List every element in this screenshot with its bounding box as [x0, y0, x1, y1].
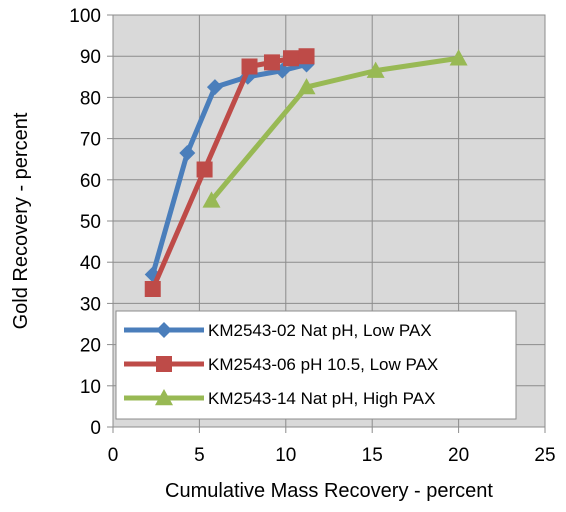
legend: KM2543-02 Nat pH, Low PAX KM2543-06 pH 1… — [115, 310, 517, 420]
y-tick-label: 20 — [80, 336, 101, 357]
y-tick-label: 100 — [69, 6, 101, 27]
plot-border — [112, 14, 546, 428]
series-1 — [144, 56, 315, 283]
legend-swatch-square — [156, 356, 172, 372]
legend-label: KM2543-06 pH 10.5, Low PAX — [208, 355, 438, 374]
y-tick-label: 0 — [90, 418, 101, 439]
y-tick-label: 90 — [80, 47, 101, 68]
legend-swatch-diamond — [156, 322, 172, 338]
y-tick-label: 80 — [80, 88, 101, 109]
data-point-square — [263, 54, 280, 71]
y-tick-label: 60 — [80, 171, 101, 192]
y-tick-label: 10 — [80, 377, 101, 398]
data-point-triangle — [202, 191, 221, 208]
legend-entry-2: KM2543-06 pH 10.5, Low PAX — [124, 355, 438, 374]
legend-entry-1: KM2543-02 Nat pH, Low PAX — [124, 321, 432, 340]
y-tick-label: 50 — [80, 212, 101, 233]
x-tick-label: 25 — [534, 445, 555, 466]
series-line — [209, 55, 459, 203]
data-point-triangle — [366, 61, 385, 78]
x-tick-label: 20 — [448, 445, 469, 466]
legend-swatch-triangle — [155, 389, 173, 406]
data-point-diamond — [179, 145, 196, 162]
legend-label: KM2543-14 Nat pH, High PAX — [208, 389, 435, 408]
series-2 — [144, 48, 315, 297]
data-point-diamond — [206, 79, 223, 96]
tick-labels: 0 10 20 30 40 50 60 70 80 90 100 0 5 10 15 20 25 — [69, 6, 555, 466]
y-tick-label: 70 — [80, 130, 101, 151]
y-tick-label: 40 — [80, 253, 101, 274]
x-axis-label: Cumulative Mass Recovery - percent — [165, 480, 493, 502]
series-layer — [144, 48, 468, 297]
data-point-square — [144, 280, 161, 297]
data-point-square — [241, 58, 258, 75]
data-point-square — [298, 48, 315, 65]
x-tick-label: 0 — [108, 445, 119, 466]
y-tick-label: 30 — [80, 294, 101, 315]
data-point-triangle — [449, 49, 468, 66]
x-tick-label: 15 — [362, 445, 383, 466]
data-point-square — [282, 50, 299, 67]
legend-label: KM2543-02 Nat pH, Low PAX — [208, 321, 432, 340]
series-3 — [202, 49, 468, 208]
data-point-triangle — [297, 78, 316, 95]
data-point-diamond — [298, 56, 315, 73]
x-tick-label: 10 — [275, 445, 296, 466]
axes — [107, 14, 546, 433]
x-tick-label: 5 — [194, 445, 205, 466]
legend-entry-3: KM2543-14 Nat pH, High PAX — [124, 389, 435, 408]
data-point-square — [196, 161, 213, 178]
y-axis-label: Gold Recovery - percent — [10, 112, 32, 329]
